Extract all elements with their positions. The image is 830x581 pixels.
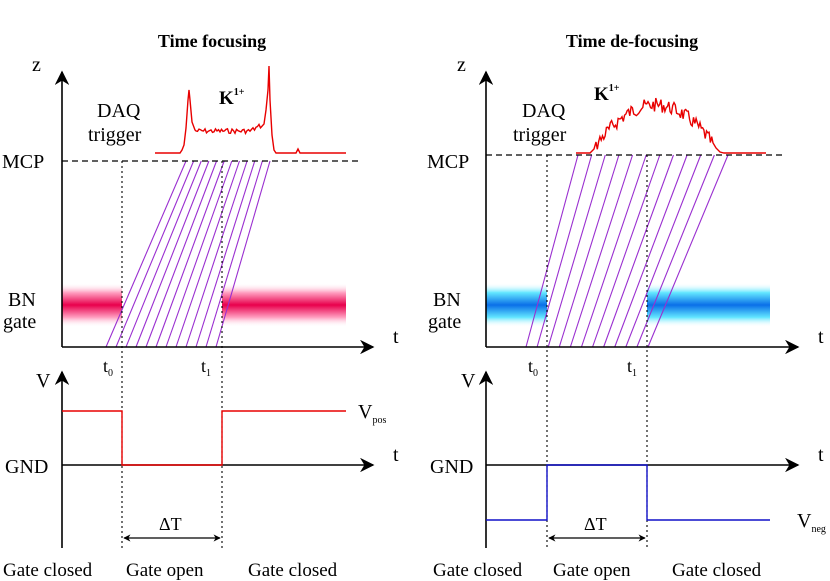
trajectory-line xyxy=(592,154,661,348)
trajectory-line xyxy=(569,154,634,348)
gnd-label: GND xyxy=(5,456,48,478)
mcp-label: MCP xyxy=(427,151,469,173)
daq-label-line1: DAQ xyxy=(97,100,141,122)
v-axis-label: V xyxy=(461,370,476,392)
panel-time-defocusing: Time de-focusing z DAQ trigger MCP K1+ B… xyxy=(427,31,826,581)
trajectory-line xyxy=(145,160,218,348)
particle-trajectories xyxy=(105,160,271,348)
trajectory-line xyxy=(547,154,606,348)
bn-label-line1: BN xyxy=(433,289,461,311)
bn-label-line1: BN xyxy=(8,289,36,311)
t-axis-label-lower: t xyxy=(393,444,399,466)
trajectory-line xyxy=(636,154,715,348)
k-signal-trace xyxy=(155,65,346,154)
trajectory-line xyxy=(175,160,240,348)
t-axis-label-lower: t xyxy=(818,444,824,466)
bn-label-line2: gate xyxy=(3,311,36,333)
trajectory-line xyxy=(115,160,195,348)
trajectory-line xyxy=(525,154,579,348)
particle-trajectories xyxy=(525,154,729,348)
bn-gate-bar-right xyxy=(222,283,346,327)
t0-label: t0 xyxy=(103,356,113,379)
status-gate-closed-right: Gate closed xyxy=(672,560,762,581)
trajectory-line xyxy=(205,160,263,348)
trajectory-line xyxy=(614,154,688,348)
trajectory-line xyxy=(155,160,225,348)
voltage-waveform xyxy=(62,410,346,466)
status-gate-closed-left: Gate closed xyxy=(3,560,93,581)
trajectory-line xyxy=(105,160,187,348)
v-axis-label: V xyxy=(36,370,51,392)
bn-label-line2: gate xyxy=(428,311,461,333)
trajectory-line xyxy=(195,160,256,348)
t1-label: t1 xyxy=(627,356,637,379)
z-axis-label: z xyxy=(32,54,41,76)
mcp-label: MCP xyxy=(2,151,44,173)
trajectory-line xyxy=(185,160,248,348)
delta-t-label: ΔT xyxy=(159,514,182,534)
t1-label: t1 xyxy=(201,356,211,379)
daq-label-line1: DAQ xyxy=(522,100,566,122)
trajectory-line xyxy=(558,154,620,348)
delta-t-label: ΔT xyxy=(584,514,607,534)
bn-gate-bar-right xyxy=(647,283,770,327)
trajectory-line xyxy=(215,160,271,348)
bn-gate-bar-left xyxy=(62,283,122,327)
t0-label: t0 xyxy=(528,356,538,379)
voltage-label: Vneg xyxy=(797,510,826,535)
trajectory-line xyxy=(580,154,647,348)
gnd-label: GND xyxy=(430,456,473,478)
particle-label: K1+ xyxy=(219,87,245,109)
trajectory-line xyxy=(125,160,202,348)
panel-title: Time focusing xyxy=(158,31,266,51)
trajectory-line xyxy=(625,154,702,348)
daq-label-line2: trigger xyxy=(88,124,142,146)
t-axis-label: t xyxy=(393,326,399,348)
panel-title: Time de-focusing xyxy=(566,31,698,51)
daq-label-line2: trigger xyxy=(513,124,567,146)
voltage-label: Vpos xyxy=(358,401,386,426)
status-gate-open: Gate open xyxy=(553,560,631,581)
panel-time-focusing: Time focusing z DAQ trigger MCP K1+ BN g… xyxy=(2,31,399,581)
t-axis-label: t xyxy=(818,326,824,348)
trajectory-line xyxy=(603,154,674,348)
status-gate-closed-left: Gate closed xyxy=(433,560,523,581)
voltage-waveform xyxy=(486,464,770,521)
particle-label: K1+ xyxy=(594,83,620,105)
status-gate-open: Gate open xyxy=(126,560,204,581)
k-signal-trace xyxy=(576,97,766,154)
trajectory-line xyxy=(536,154,593,348)
trajectory-line xyxy=(165,160,233,348)
status-gate-closed-right: Gate closed xyxy=(248,560,338,581)
trajectory-line xyxy=(135,160,210,348)
z-axis-label: z xyxy=(457,54,466,76)
trajectory-line xyxy=(647,154,729,348)
